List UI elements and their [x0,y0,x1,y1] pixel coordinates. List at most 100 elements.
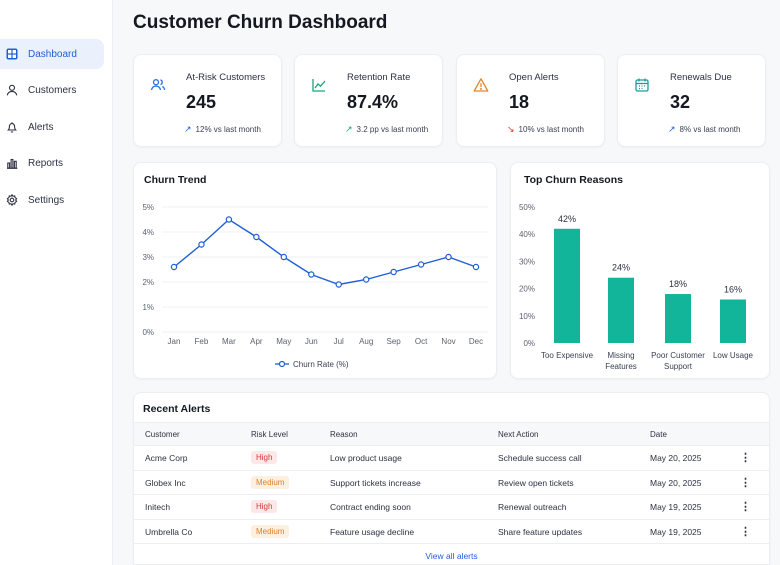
y-tick-label: 1% [142,303,154,312]
sidebar-item-label: Dashboard [28,48,77,60]
table-header: Customer Risk Level Reason Next Action D… [134,422,769,446]
x-tick-label: Aug [359,337,373,346]
bar-value-label: 42% [558,214,576,224]
recent-alerts-title: Recent Alerts [143,403,211,415]
data-point [170,263,178,271]
churn-trend-chart: 0% 1% 2% 3% 4% 5% Jan Feb Mar Apr May Jun Jul Aug Sep O… [142,203,488,369]
sidebar-item-alerts[interactable]: Alerts [0,112,104,142]
stat-trend: ↗ 3.2 pp vs last month [345,124,428,135]
stat-label: Renewals Due [670,72,732,83]
risk-badge: High [251,500,278,513]
cell-reason: Contract ending soon [330,502,411,512]
alerts-table: Customer Risk Level Reason Next Action D… [134,422,769,544]
sidebar-item-customers[interactable]: Customers [0,75,104,105]
stat-value: 18 [509,92,530,112]
x-tick-label: Support [664,362,693,371]
x-tick-label: Apr [250,337,263,346]
y-tick-label: 50% [519,203,535,212]
risk-badge: High [251,451,278,464]
sidebar: Dashboard Customers Alerts Reports Setti… [0,0,113,565]
x-tick-label: Sep [387,337,402,346]
table-row[interactable]: Acme Corp High Low product usage Schedule s… [134,446,769,471]
x-tick-label: Dec [469,337,483,346]
sidebar-item-label: Alerts [28,121,54,133]
x-tick-label: Jul [334,337,344,346]
stat-card-at-risk: At-Risk Customers 245 ↗ 12% vs last month [133,54,282,147]
stat-value: 245 [186,92,217,112]
x-tick-label: Nov [441,337,455,346]
view-all-alerts-link[interactable]: View all alerts [425,551,478,561]
data-point [390,268,397,276]
y-tick-label: 20% [519,285,535,294]
main-content: Customer Churn Dashboard At-Risk Custome… [113,0,780,565]
data-point [335,281,342,288]
data-point [253,233,260,241]
cell-next-action: Review open tickets [498,477,574,488]
user-icon [5,83,19,97]
x-tick-label: Poor Customer [651,351,705,360]
cell-customer: Initech [145,502,171,512]
stat-trend-text: 3.2 pp vs last month [356,125,429,134]
y-tick-label: 0% [142,328,154,337]
data-point [362,276,370,283]
stat-card-retention: Retention Rate 87.4% ↗ 3.2 pp vs last mon… [294,54,443,147]
trend-down-icon: ↘ [507,124,515,134]
stat-label: Retention Rate [347,72,411,83]
page-title: Customer Churn Dashboard [133,12,388,33]
bar [720,299,746,343]
stat-value: 32 [670,92,691,112]
bar-value-label: 24% [612,263,630,273]
sidebar-item-label: Reports [28,157,64,169]
data-point [225,216,233,223]
column-header-reason: Reason [330,430,358,439]
x-tick-label: Mar [222,337,236,346]
alert-rows: Acme Corp High Low product usage Schedule s… [134,446,769,544]
row-menu-icon[interactable]: ⋮ [740,501,751,513]
x-tick-label: Jun [305,337,318,346]
cell-date: May 20, 2025 [650,477,702,488]
risk-badge: Medium [251,524,290,538]
warning-icon [466,70,496,100]
series-line [173,218,477,286]
trend-up-icon: ↗ [184,124,192,134]
y-tick-label: 0% [523,339,535,348]
chart-title: Churn Trend [144,174,207,186]
bar-chart-icon [5,156,19,170]
column-header-risk: Risk Level [251,430,288,439]
risk-badge: Medium [251,475,290,489]
sidebar-item-reports[interactable]: Reports [0,148,104,178]
y-tick-label: 4% [142,228,154,237]
cell-reason: Low product usage [330,453,402,463]
row-menu-icon[interactable]: ⋮ [740,476,751,489]
row-menu-icon[interactable]: ⋮ [740,452,751,464]
trend-up-icon: ↗ [668,124,676,134]
stat-label: At-Risk Customers [186,72,266,83]
column-header-date: Date [650,430,667,439]
stat-label: Open Alerts [509,72,559,83]
bell-icon [5,120,19,134]
cell-reason: Feature usage decline [330,526,415,537]
bar [608,277,634,343]
x-tick-label: Oct [415,337,428,346]
table-row[interactable]: Umbrella Co Medium Feature usage decline Sh… [134,520,769,544]
stat-trend-text: 10% vs last month [518,125,584,134]
stat-trend: ↘ 10% vs last month [507,124,584,135]
sidebar-item-settings[interactable]: Settings [0,185,104,215]
cell-customer: Acme Corp [145,453,188,463]
cell-customer: Umbrella Co [145,526,193,537]
trend-up-icon: ↗ [345,124,353,134]
bar-value-label: 16% [724,284,742,294]
bar [554,228,580,343]
sidebar-item-dashboard[interactable]: Dashboard [0,39,104,69]
x-tick-label: Missing [607,351,634,360]
row-menu-icon[interactable]: ⋮ [740,525,751,538]
cell-date: May 19, 2025 [650,526,702,537]
table-row[interactable]: Initech High Contract ending soon Renewal o… [134,495,769,520]
column-header-customer: Customer [145,430,180,439]
table-row[interactable]: Globex Inc Medium Support tickets increase… [134,471,769,495]
data-point [280,253,288,261]
cell-date: May 20, 2025 [650,453,702,463]
y-tick-label: 40% [519,230,535,239]
legend-marker [278,360,286,368]
x-tick-label: May [276,337,291,346]
